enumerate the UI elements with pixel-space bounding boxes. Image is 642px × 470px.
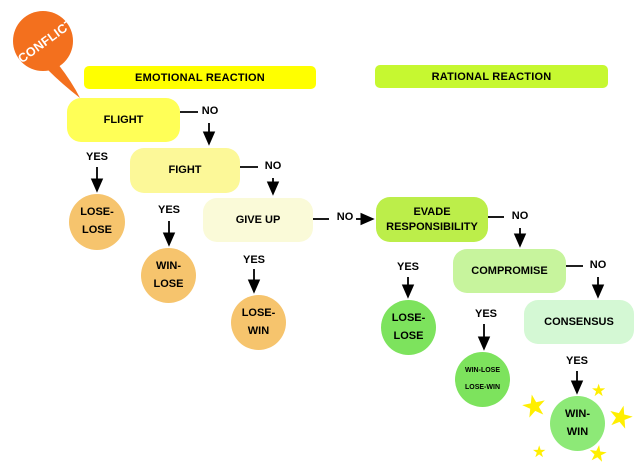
- flow-box-consensus: CONSENSUS: [524, 300, 634, 344]
- edge-label-no-evade: NO: [511, 210, 529, 222]
- star-icon: ★: [517, 387, 551, 426]
- outcome-label-line: LOSE: [153, 277, 184, 290]
- edge-label-yes-give-up: YES: [242, 254, 265, 266]
- outcome-circle-lose-win: LOSE- WIN: [231, 295, 286, 350]
- outcome-circle-win-lose: WIN- LOSE: [141, 248, 196, 303]
- flow-box-fight: FIGHT: [130, 148, 240, 193]
- outcome-label-line: WIN-: [564, 407, 591, 420]
- edge-label-no-fight: NO: [264, 160, 282, 172]
- star-icon: ★: [591, 381, 607, 400]
- outcome-label-line: LOSE-: [80, 206, 114, 219]
- edge-label-yes-consensus: YES: [565, 355, 588, 367]
- outcome-circle-lose-lose-emotional: LOSE- LOSE: [69, 194, 125, 250]
- outcome-label-line: LOSE-: [241, 306, 276, 319]
- outcome-label-line: WIN-LOSE: [465, 366, 500, 374]
- edge-label-no-flight: NO: [201, 105, 219, 117]
- outcome-circle-win-win: WIN- WIN: [550, 396, 605, 451]
- outcome-circle-lose-lose-rational: LOSE- LOSE: [381, 300, 436, 355]
- outcome-label-line: LOSE-: [391, 311, 426, 324]
- star-icon: ★: [603, 398, 638, 437]
- flow-box-flight: FLIGHT: [67, 98, 180, 142]
- outcome-label-line: WIN-: [155, 259, 182, 272]
- star-icon: ★: [586, 439, 610, 468]
- flow-box-compromise: COMPROMISE: [453, 249, 566, 293]
- star-icon: ★: [532, 444, 547, 461]
- outcome-label-line: LOSE: [393, 329, 424, 342]
- conflict-balloon-shape: [13, 11, 80, 98]
- outcome-label-line: WIN: [566, 425, 589, 438]
- edge-label-yes-flight: YES: [85, 151, 108, 163]
- edge-label-no-give-up: NO: [336, 211, 354, 223]
- edge-label-yes-fight: YES: [157, 204, 180, 216]
- header-emotional-reaction: EMOTIONAL REACTION: [84, 66, 316, 89]
- header-rational-reaction: RATIONAL REACTION: [375, 65, 608, 88]
- outcome-label-line: LOSE-WIN: [465, 383, 500, 391]
- edge-label-no-compromise: NO: [589, 259, 607, 271]
- edge-label-yes-evade: YES: [396, 261, 419, 273]
- conflict-balloon: CONFLICT: [6, 6, 96, 106]
- outcome-circle-winlose-losewin: WIN-LOSE LOSE-WIN: [455, 352, 510, 407]
- edge-label-yes-compromise: YES: [474, 308, 497, 320]
- outcome-label-line: LOSE: [82, 224, 112, 236]
- flow-box-evade-responsibility: EVADE RESPONSIBILITY: [376, 197, 488, 242]
- outcome-label-line: WIN: [247, 324, 270, 337]
- flow-box-give-up: GIVE UP: [203, 198, 313, 242]
